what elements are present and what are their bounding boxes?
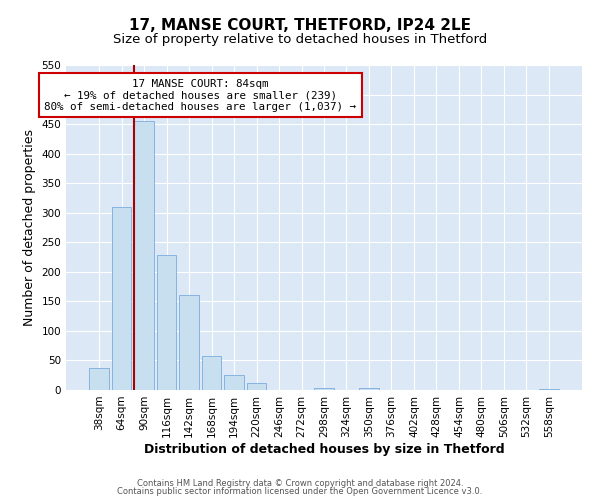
Text: 17 MANSE COURT: 84sqm
← 19% of detached houses are smaller (239)
80% of semi-det: 17 MANSE COURT: 84sqm ← 19% of detached … <box>44 78 356 112</box>
Bar <box>359 388 379 390</box>
Text: Contains HM Land Registry data © Crown copyright and database right 2024.: Contains HM Land Registry data © Crown c… <box>137 478 463 488</box>
Bar <box>157 256 176 390</box>
Text: 17, MANSE COURT, THETFORD, IP24 2LE: 17, MANSE COURT, THETFORD, IP24 2LE <box>129 18 471 32</box>
Bar <box>539 389 559 390</box>
Bar <box>247 383 266 390</box>
Bar <box>112 207 131 390</box>
Bar <box>202 356 221 390</box>
Text: Size of property relative to detached houses in Thetford: Size of property relative to detached ho… <box>113 32 487 46</box>
Bar <box>134 121 154 390</box>
Bar <box>89 368 109 390</box>
X-axis label: Distribution of detached houses by size in Thetford: Distribution of detached houses by size … <box>143 442 505 456</box>
Text: Contains public sector information licensed under the Open Government Licence v3: Contains public sector information licen… <box>118 487 482 496</box>
Y-axis label: Number of detached properties: Number of detached properties <box>23 129 36 326</box>
Bar <box>224 375 244 390</box>
Bar <box>314 388 334 390</box>
Bar <box>179 296 199 390</box>
